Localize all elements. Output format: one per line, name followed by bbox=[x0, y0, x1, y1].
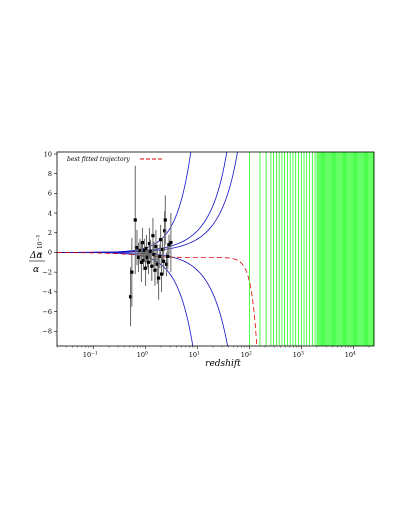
data-point bbox=[144, 246, 149, 251]
x-tick-label: 100 bbox=[137, 351, 148, 360]
data-point bbox=[154, 244, 158, 249]
y-tick-label: 2 bbox=[48, 229, 52, 237]
legend: best fitted trajectory bbox=[67, 156, 163, 163]
y-tick-label: 0 bbox=[48, 249, 52, 257]
data-point bbox=[136, 255, 141, 259]
data-point bbox=[163, 229, 167, 233]
data-point bbox=[167, 242, 171, 247]
trajectory-curve bbox=[57, 152, 228, 253]
data-point bbox=[155, 262, 159, 266]
data-point bbox=[153, 268, 157, 272]
y-axis-numerator: Δα bbox=[29, 251, 43, 261]
data-point bbox=[138, 248, 142, 253]
data-point bbox=[164, 262, 169, 266]
data-point bbox=[163, 218, 167, 222]
data-point bbox=[166, 254, 170, 258]
data-point bbox=[151, 234, 155, 238]
y-axis-scale: × 10−5 bbox=[36, 235, 45, 256]
legend-label: best fitted trajectory bbox=[67, 156, 130, 163]
data-point bbox=[141, 258, 146, 262]
y-tick-label: −2 bbox=[42, 268, 52, 276]
x-tick-label: 101 bbox=[189, 351, 200, 360]
data-point bbox=[152, 252, 156, 257]
data-point bbox=[139, 260, 143, 264]
trajectory-curve bbox=[57, 152, 238, 253]
green-lines-layer bbox=[248, 152, 374, 346]
data-point bbox=[169, 240, 173, 245]
data-point bbox=[133, 218, 137, 222]
x-tick-label: 104 bbox=[345, 351, 356, 360]
data-point bbox=[130, 270, 134, 274]
data-point bbox=[162, 259, 166, 263]
data-point bbox=[159, 238, 163, 242]
data-point bbox=[150, 264, 154, 268]
trajectory-curves-layer bbox=[57, 152, 258, 346]
trajectory-curve bbox=[57, 252, 194, 346]
trajectory-curve bbox=[57, 152, 192, 253]
y-tick-label: 4 bbox=[48, 209, 52, 217]
data-point bbox=[128, 295, 133, 299]
data-point bbox=[159, 272, 164, 276]
data-point bbox=[158, 254, 162, 258]
axis-ticks-layer: 10 8 6 4 2 0 −2 −4 −6 −8 10−1 100 101 102 103 104 bbox=[42, 150, 370, 360]
y-axis-title: Δα α × 10−5 bbox=[29, 235, 45, 275]
data-point bbox=[148, 249, 153, 254]
data-point bbox=[145, 255, 150, 259]
y-axis-denominator: α bbox=[33, 265, 39, 275]
x-tick-label: 103 bbox=[293, 351, 304, 360]
y-tick-label: 8 bbox=[48, 170, 52, 178]
data-point bbox=[146, 260, 151, 264]
y-tick-label: 6 bbox=[48, 190, 52, 198]
y-tick-label: 10 bbox=[44, 150, 52, 158]
data-point bbox=[135, 245, 139, 250]
x-tick-label: 10−1 bbox=[83, 351, 98, 360]
data-point bbox=[142, 248, 147, 253]
y-tick-label: −6 bbox=[42, 308, 52, 316]
data-point bbox=[147, 241, 152, 246]
x-tick-label: 102 bbox=[241, 351, 252, 360]
y-tick-label: −8 bbox=[42, 328, 52, 336]
data-point bbox=[140, 240, 145, 245]
data-point bbox=[157, 276, 161, 280]
data-points-layer bbox=[128, 165, 173, 327]
data-point bbox=[143, 266, 148, 270]
data-point bbox=[161, 247, 165, 252]
x-axis-title: redshift bbox=[205, 359, 241, 369]
plot-frame bbox=[56, 151, 375, 347]
y-tick-label: −4 bbox=[42, 288, 52, 296]
best-fit-trajectory bbox=[57, 252, 258, 346]
